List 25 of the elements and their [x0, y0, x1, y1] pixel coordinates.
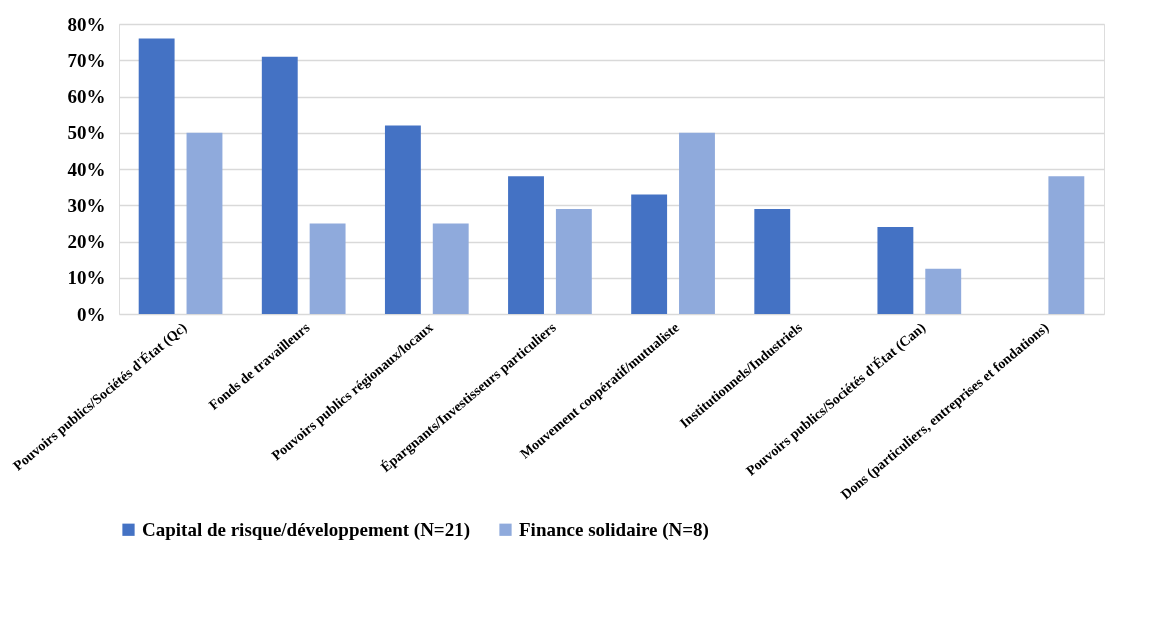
bar — [679, 132, 715, 314]
y-tick-label: 70% — [67, 49, 106, 71]
bar — [309, 223, 346, 314]
y-tick-label: 50% — [67, 122, 106, 144]
y-tick-label: 30% — [67, 194, 106, 216]
bar — [138, 38, 175, 314]
bar — [384, 125, 421, 314]
bar — [555, 208, 592, 314]
bar — [754, 208, 791, 314]
legend-label: Capital de risque/développement (N=21) — [142, 518, 471, 541]
bar — [877, 227, 914, 314]
bar — [508, 176, 544, 314]
bar — [432, 223, 469, 314]
bar — [631, 194, 668, 314]
bar — [186, 132, 223, 314]
y-tick-label: 80% — [67, 13, 106, 35]
y-tick-label: 10% — [67, 267, 106, 289]
y-tick-label: 0% — [77, 303, 106, 325]
y-tick-label: 60% — [67, 86, 106, 107]
y-tick-label: 20% — [67, 231, 106, 252]
y-tick-label: 40% — [67, 158, 106, 180]
bar — [261, 56, 298, 314]
legend-label: Finance solidaire (N=8) — [519, 518, 709, 541]
bar — [925, 268, 962, 314]
bar — [1048, 176, 1085, 314]
